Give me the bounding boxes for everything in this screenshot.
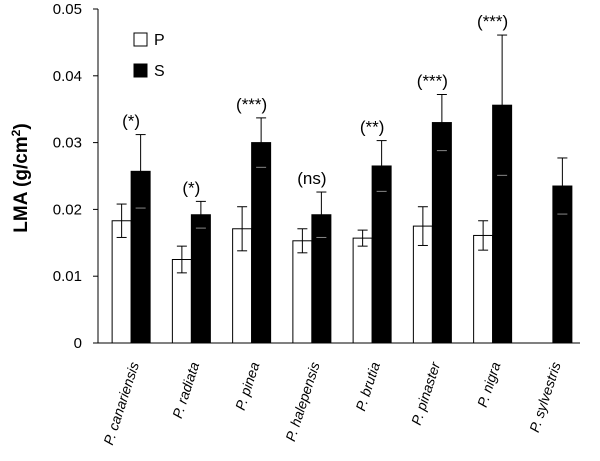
y-tick-label: 0 [74,335,82,352]
legend-swatch-s [133,63,148,78]
category-label: P. halepensis [282,360,323,443]
category-label: P. radiata [169,360,202,420]
category-label: P. pinaster [408,359,444,427]
y-tick-label: 0.04 [53,68,82,85]
significance-label: (ns) [297,169,326,188]
bar-p [352,237,373,344]
legend: P S [133,32,165,80]
y-tick-label: 0.01 [53,268,82,285]
y-tick-label: 0.05 [53,1,82,18]
category-label: P. canariensis [100,360,142,447]
significance-label: (***) [477,12,508,31]
category-label: P. nigra [474,360,504,409]
legend-label-s: S [154,63,165,80]
category-label: P. sylvestris [526,360,564,434]
category-label: P. brutia [352,360,383,413]
bar-s [190,214,211,344]
category-label: P. pinea [232,360,263,412]
bar-p [111,220,132,344]
y-axis-title-text: LMA (g/cm [11,136,32,232]
bar-p [292,240,313,344]
bar-p [473,234,494,344]
y-tick-label: 0.03 [53,135,82,152]
legend-swatch-p [133,32,148,47]
legend-label-p: P [154,32,165,49]
y-tick-label: 0.02 [53,201,82,218]
significance-label: (***) [236,95,267,114]
significance-label: (*) [122,112,140,131]
significance-label: (**) [360,118,385,137]
y-axis-title-close: ) [11,123,32,129]
significance-label: (***) [417,72,448,91]
bars [111,34,573,344]
significance-label: (*) [182,178,200,197]
y-axis-title-superscript: 2 [9,129,23,136]
y-axis-title: LMA (g/cm2) [9,123,32,232]
bar-s [251,142,272,344]
bar-s [371,165,392,344]
bar-s [431,122,452,344]
